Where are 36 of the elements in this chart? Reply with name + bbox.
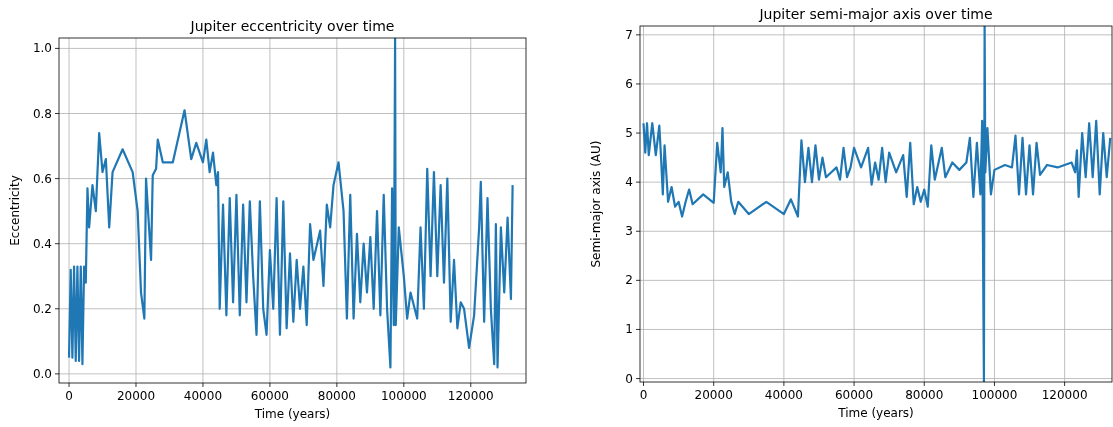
y-tick-label: 0.0 xyxy=(32,366,52,381)
y-tick-label: 0 xyxy=(625,371,633,386)
y-tick-label: 1.0 xyxy=(32,41,52,56)
y-axis-title: Eccentricity xyxy=(8,175,22,246)
y-tick-label: 1 xyxy=(625,322,633,337)
y-tick-label: 0.8 xyxy=(32,106,52,121)
chart-title: Jupiter semi-major axis over time xyxy=(758,6,993,22)
x-tick-label: 0 xyxy=(639,388,648,402)
x-tick-label: 0 xyxy=(65,389,73,403)
y-tick-label: 3 xyxy=(625,224,633,239)
line-series xyxy=(67,38,514,369)
y-tick-label: 0.6 xyxy=(32,171,52,186)
x-tick-label: 120000 xyxy=(1041,388,1088,402)
x-tick-label: 40000 xyxy=(183,389,223,403)
x-tick-label: 100000 xyxy=(971,388,1018,402)
x-tick-label: 120000 xyxy=(447,389,494,403)
y-tick-label: 2 xyxy=(625,273,633,288)
y-tick-label: 0.4 xyxy=(32,236,52,251)
y-tick-label: 4 xyxy=(625,175,633,190)
x-tick-label: 20000 xyxy=(116,389,156,403)
x-tick-label: 80000 xyxy=(905,388,944,402)
y-tick-label: 6 xyxy=(625,76,633,91)
x-axis-title: Time (years) xyxy=(253,407,331,421)
y-tick-label: 0.2 xyxy=(32,301,52,316)
x-tick-label: 20000 xyxy=(694,388,733,402)
y-axis-title: Semi-major axis (AU) xyxy=(589,140,603,268)
y-tick-label: 7 xyxy=(625,27,633,42)
x-tick-label: 40000 xyxy=(764,388,803,402)
x-axis-title: Time (years) xyxy=(837,406,914,420)
chart-title: Jupiter eccentricity over time xyxy=(189,18,395,34)
line-series xyxy=(642,26,1112,382)
x-tick-label: 80000 xyxy=(317,389,356,403)
x-tick-label: 60000 xyxy=(250,389,289,403)
x-tick-label: 100000 xyxy=(380,389,427,403)
x-tick-label: 60000 xyxy=(834,388,874,402)
y-tick-label: 5 xyxy=(625,126,633,141)
